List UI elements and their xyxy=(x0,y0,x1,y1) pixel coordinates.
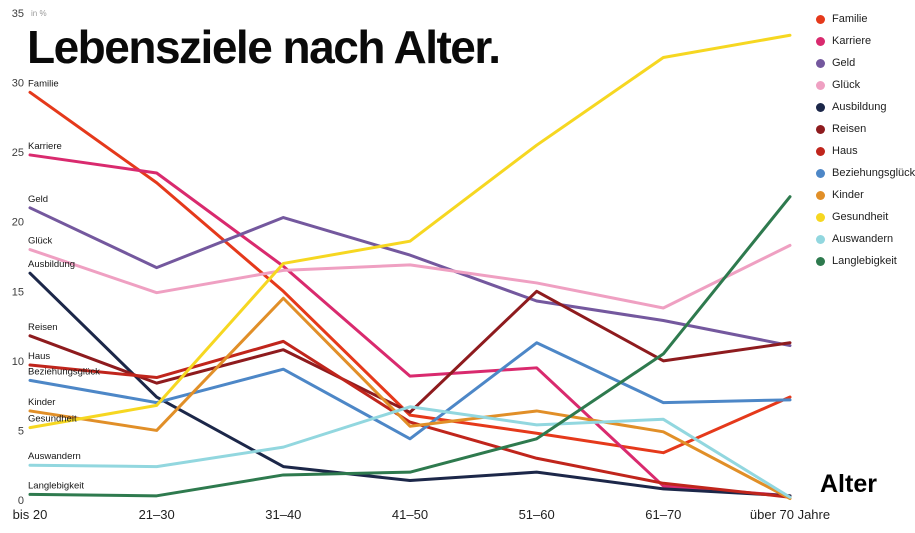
series-start-label-beziehungsgl-ck: Beziehungsglück xyxy=(28,366,100,377)
series-start-label-ausbildung: Ausbildung xyxy=(28,259,75,270)
series-start-label-familie: Familie xyxy=(28,78,59,89)
series-start-label-kinder: Kinder xyxy=(28,397,55,408)
y-axis-tick-label: 35 xyxy=(12,8,24,20)
series-line-karriere xyxy=(28,153,792,498)
legend-item-auswandern: Auswandern xyxy=(816,234,915,245)
legend-label: Gesundheit xyxy=(832,211,889,223)
series-start-label-gesundheit: Gesundheit xyxy=(28,414,77,425)
legend-color-dot xyxy=(816,103,825,112)
series-line-geld xyxy=(28,206,792,348)
y-axis-tick-label: 15 xyxy=(12,286,24,298)
legend-color-dot xyxy=(816,147,825,156)
legend-color-dot xyxy=(816,213,825,222)
legend-label: Karriere xyxy=(832,35,872,47)
legend-item-reisen: Reisen xyxy=(816,124,915,135)
legend-color-dot xyxy=(816,125,825,134)
legend-color-dot xyxy=(816,191,825,200)
x-axis-tick-label: 51–60 xyxy=(519,507,555,522)
series-line-reisen xyxy=(28,289,792,414)
y-axis-tick-label: 25 xyxy=(12,147,24,159)
legend-item-langlebigkeit: Langlebigkeit xyxy=(816,256,915,267)
series-line-haus xyxy=(28,339,792,499)
legend-color-dot xyxy=(816,59,825,68)
y-axis-tick-label: 0 xyxy=(18,495,24,507)
series-start-label-gl-ck: Glück xyxy=(28,236,53,247)
x-axis-tick-label: bis 20 xyxy=(13,507,48,522)
series-start-label-auswandern: Auswandern xyxy=(28,451,81,462)
legend-item-gesundheit: Gesundheit xyxy=(816,212,915,223)
legend-item-haus: Haus xyxy=(816,146,915,157)
legend-color-dot xyxy=(816,81,825,90)
legend-label: Reisen xyxy=(832,123,867,135)
legend-color-dot xyxy=(816,37,825,46)
series-line-kinder xyxy=(28,296,792,501)
x-axis-tick-label: 61–70 xyxy=(645,507,681,522)
legend-color-dot xyxy=(816,169,825,178)
chart-title: Lebensziele nach Alter. xyxy=(27,21,501,73)
series-start-label-haus: Haus xyxy=(28,351,50,362)
series-start-label-langlebigkeit: Langlebigkeit xyxy=(28,480,84,491)
legend-item-beziehungsgl-ck: Beziehungsglück xyxy=(816,168,915,179)
series-line-familie xyxy=(28,90,792,455)
legend-label: Familie xyxy=(832,13,868,25)
legend-label: Kinder xyxy=(832,189,864,201)
y-axis-tick-label: 30 xyxy=(12,78,24,90)
legend-item-gl-ck: Glück xyxy=(816,80,915,91)
series-start-label-karriere: Karriere xyxy=(28,141,62,152)
x-axis-tick-label: 31–40 xyxy=(265,507,301,522)
y-axis-unit-label: in % xyxy=(31,9,47,18)
series-line-beziehungsgl-ck xyxy=(28,341,792,441)
series-line-ausbildung xyxy=(28,271,792,498)
series-line-langlebigkeit xyxy=(28,195,792,498)
series-start-label-geld: Geld xyxy=(28,194,48,205)
legend-label: Glück xyxy=(832,79,861,91)
legend-label: Geld xyxy=(832,57,856,69)
legend-item-karriere: Karriere xyxy=(816,36,915,47)
x-axis-tick-label: über 70 Jahre xyxy=(750,507,830,522)
series-line-gesundheit xyxy=(28,33,792,430)
legend-label: Haus xyxy=(832,145,858,157)
legend: Familie Karriere Geld Glück Ausbildung Reisen… xyxy=(816,14,915,267)
series-start-label-reisen: Reisen xyxy=(28,322,58,333)
x-axis-tick-label: 21–30 xyxy=(139,507,175,522)
legend-item-familie: Familie xyxy=(816,14,915,25)
legend-item-geld: Geld xyxy=(816,58,915,69)
legend-item-ausbildung: Ausbildung xyxy=(816,102,915,113)
series-line-gl-ck xyxy=(28,243,792,310)
y-axis-tick-label: 10 xyxy=(12,356,24,368)
legend-label: Beziehungsglück xyxy=(832,167,915,179)
legend-color-dot xyxy=(816,15,825,24)
legend-label: Auswandern xyxy=(832,233,894,245)
legend-label: Ausbildung xyxy=(832,101,887,113)
series-line-auswandern xyxy=(28,405,792,499)
legend-color-dot xyxy=(816,235,825,244)
legend-color-dot xyxy=(816,257,825,266)
y-axis-tick-label: 5 xyxy=(18,425,24,437)
y-axis-tick-label: 20 xyxy=(12,217,24,229)
legend-item-kinder: Kinder xyxy=(816,190,915,201)
x-axis-tick-label: 41–50 xyxy=(392,507,428,522)
legend-label: Langlebigkeit xyxy=(832,255,897,267)
x-axis-title: Alter xyxy=(820,470,877,498)
